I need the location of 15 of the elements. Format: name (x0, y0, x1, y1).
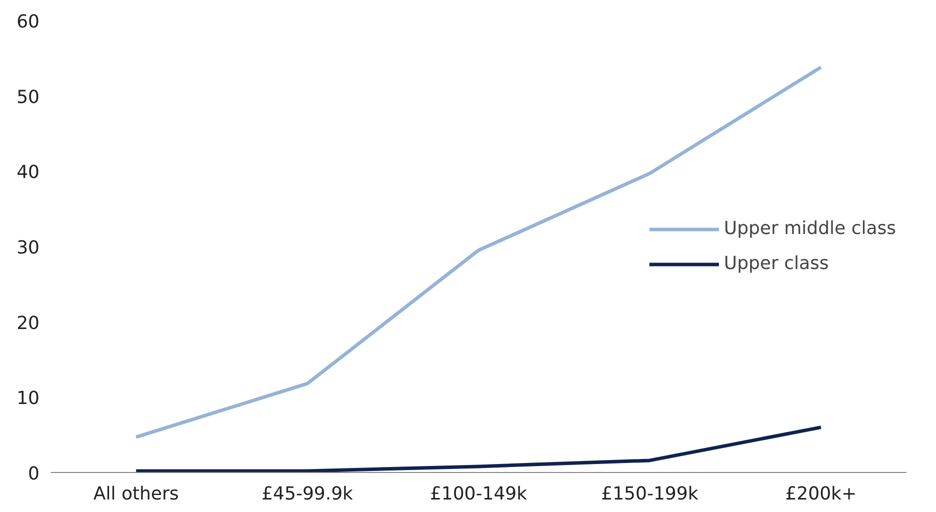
y-tick-label: 10 (16, 388, 40, 410)
legend-label: Upper class (724, 253, 829, 274)
y-tick-label: 50 (16, 86, 40, 108)
x-tick-label: All others (93, 484, 179, 504)
x-tick-label: £150-199k (601, 484, 699, 504)
x-tick-label: £200k+ (785, 484, 857, 504)
x-tick-label: £100-149k (430, 484, 528, 504)
legend-label: Upper middle class (724, 218, 896, 239)
y-tick-label: 20 (16, 312, 40, 334)
y-tick-label: 40 (16, 162, 40, 184)
x-tick-label: £45-99.9k (262, 484, 354, 504)
line-series (134, 426, 823, 472)
y-tick-label: 0 (28, 464, 40, 484)
y-tick-label: 60 (16, 12, 40, 32)
y-tick-label: 30 (16, 238, 40, 258)
